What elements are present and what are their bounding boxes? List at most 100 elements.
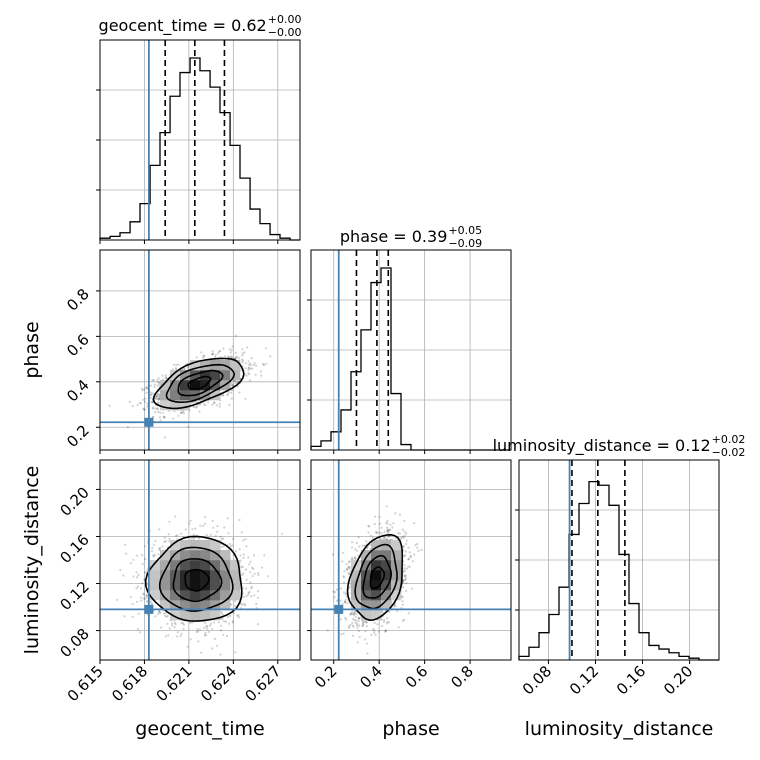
density-cell <box>371 580 382 591</box>
truth-marker <box>334 604 344 614</box>
scatter-point <box>157 381 160 384</box>
scatter-point <box>129 596 132 599</box>
scatter-point <box>156 384 159 387</box>
scatter-point <box>254 373 257 376</box>
scatter-point <box>182 623 186 626</box>
scatter-point <box>331 553 334 556</box>
scatter-point <box>142 408 145 411</box>
scatter-point <box>403 534 406 537</box>
scatter-point <box>405 532 408 535</box>
scatter-point <box>357 616 360 620</box>
scatter-point <box>195 356 198 359</box>
scatter-point <box>391 526 394 529</box>
scatter-point <box>219 629 222 632</box>
scatter-point <box>190 401 194 404</box>
scatter-point <box>144 557 147 561</box>
scatter-point <box>349 623 352 627</box>
scatter-point <box>203 403 206 406</box>
scatter-point <box>356 626 359 629</box>
panel-frame <box>310 249 512 451</box>
title-minus: −0.09 <box>448 237 482 250</box>
scatter-point <box>407 557 410 561</box>
scatter-point <box>242 572 245 575</box>
scatter-point <box>351 541 354 544</box>
scatter-point <box>228 348 231 351</box>
scatter-point <box>401 586 405 589</box>
joint-panel-phase-luminosity_distance <box>311 460 511 660</box>
scatter-point <box>247 372 250 375</box>
scatter-point <box>212 401 215 404</box>
scatter-point <box>174 623 177 626</box>
scatter-point <box>341 602 344 606</box>
scatter-point <box>135 600 139 604</box>
scatter-point <box>231 356 234 359</box>
scatter-point <box>356 622 359 625</box>
scatter-point <box>242 539 245 542</box>
scatter-point <box>165 377 168 380</box>
scatter-point <box>367 524 370 528</box>
scatter-point <box>247 556 250 559</box>
scatter-point <box>188 621 191 624</box>
scatter-point <box>177 363 180 366</box>
scatter-point <box>143 407 146 410</box>
scatter-point <box>247 593 250 596</box>
scatter-point <box>220 624 223 627</box>
title-name: phase <box>340 227 388 246</box>
scatter-point <box>135 554 138 557</box>
density-cell <box>391 540 402 551</box>
scatter-point <box>383 620 386 624</box>
scatter-point <box>350 613 353 616</box>
scatter-point <box>154 615 157 618</box>
scatter-point <box>206 627 209 630</box>
scatter-point <box>236 356 239 359</box>
scatter-point <box>142 593 145 596</box>
x-axis-label-phase: phase <box>382 718 439 740</box>
scatter-point <box>226 517 229 520</box>
scatter-point <box>248 563 251 566</box>
scatter-point <box>250 585 253 589</box>
density-cell <box>190 370 201 381</box>
scatter-point <box>237 614 240 617</box>
title-plus: +0.02 <box>712 433 746 446</box>
density-cell <box>170 380 181 391</box>
scatter-point <box>186 425 190 428</box>
scatter-point <box>229 603 233 606</box>
scatter-point <box>404 554 407 557</box>
density-cell <box>381 560 392 571</box>
scatter-point <box>215 404 218 407</box>
scatter-point <box>381 532 384 535</box>
scatter-point <box>145 391 148 394</box>
scatter-point <box>140 596 143 599</box>
scatter-point <box>349 585 352 589</box>
scatter-point <box>186 365 189 369</box>
scatter-point <box>227 532 230 535</box>
scatter-point <box>373 631 376 634</box>
density-cell <box>200 370 211 381</box>
scatter-point <box>229 614 232 618</box>
scatter-point <box>156 392 159 396</box>
scatter-point <box>221 613 224 616</box>
density-cell <box>170 390 181 401</box>
scatter-point <box>224 620 227 623</box>
scatter-point <box>404 574 407 577</box>
density-cell <box>210 560 221 571</box>
scatter-point <box>414 544 417 547</box>
scatter-point <box>180 532 183 535</box>
scatter-point <box>365 621 368 624</box>
scatter-point <box>387 530 390 533</box>
scatter-point <box>202 524 205 527</box>
scatter-point <box>206 625 209 628</box>
density-cell <box>210 580 221 591</box>
scatter-point <box>195 630 198 634</box>
density-cell <box>190 570 201 581</box>
scatter-point <box>211 647 214 650</box>
scatter-point <box>371 536 374 539</box>
scatter-point <box>386 529 389 532</box>
density-cell <box>190 560 201 571</box>
scatter-point <box>230 397 233 400</box>
scatter-point <box>156 408 159 411</box>
scatter-point <box>345 592 348 595</box>
scatter-point <box>387 621 391 624</box>
scatter-point <box>155 395 158 398</box>
density-cell <box>170 580 181 591</box>
